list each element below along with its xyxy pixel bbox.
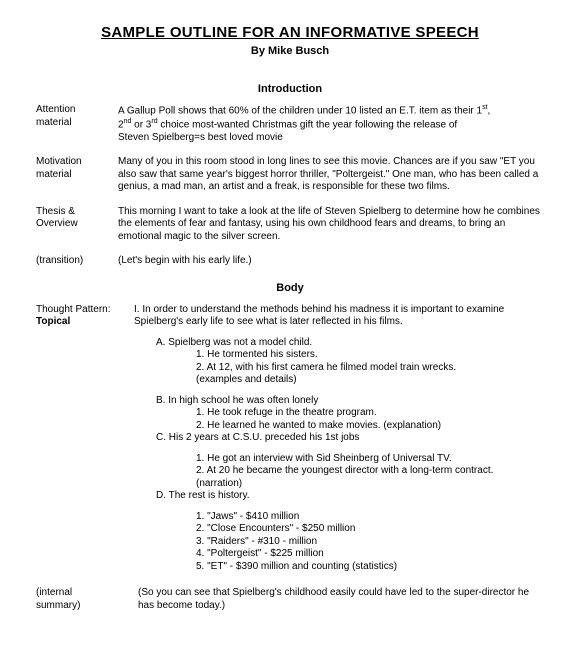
outline-c2: 2. At 20 he became the youngest director… [196,465,544,478]
attention-row: Attention material A Gallup Poll shows t… [36,104,544,144]
summary-text: (So you can see that Spielberg's childho… [118,587,544,612]
outline-b: B. In high school he was often lonely [156,395,544,408]
attention-text: A Gallup Poll shows that 60% of the chil… [118,104,544,144]
thesis-label-2: Overview [36,218,118,231]
motivation-label-2: material [36,169,118,182]
document-page: SAMPLE OUTLINE FOR AN INFORMATIVE SPEECH… [0,0,580,632]
outline-b2: 2. He learned he wanted to make movies. … [196,420,544,433]
outline-d5: 5. "ET" - $390 million and counting (sta… [196,561,544,574]
outline-d4: 4. "Poltergeist" - $225 million [196,548,544,561]
byline: By Mike Busch [36,45,544,59]
outline-b1: 1. He took refuge in the theatre program… [196,407,544,420]
summary-label-1: (internal [36,587,118,600]
transition-text: (Let's begin with his early life.) [118,255,544,268]
thesis-row: Thesis & Overview This morning I want to… [36,206,544,244]
summary-label-2: summary) [36,600,118,613]
thought-row: Thought Pattern: Topical I. In order to … [36,304,544,329]
body-heading: Body [36,282,544,296]
summary-row: (internal summary) (So you can see that … [36,587,544,612]
attention-label-1: Attention [36,104,118,117]
motivation-row: Motivation material Many of you in this … [36,156,544,194]
outline-d3: 3. "Raiders" - #310 - million [196,536,544,549]
transition-row: (transition) (Let's begin with his early… [36,255,544,268]
thought-label-2: Topical [36,316,134,329]
intro-heading: Introduction [36,83,544,97]
outline-c: C. His 2 years at C.S.U. preceded his 1s… [156,432,544,445]
thesis-label-1: Thesis & [36,206,118,219]
page-title: SAMPLE OUTLINE FOR AN INFORMATIVE SPEECH [36,24,544,43]
motivation-label-1: Motivation [36,156,118,169]
transition-label: (transition) [36,255,118,268]
outline-d2: 2. "Close Encounters" - $250 million [196,523,544,536]
thought-text: I. In order to understand the methods be… [134,304,544,329]
outline-a-ex: (examples and details) [196,374,544,387]
outline-a: A. Spielberg was not a model child. [156,337,544,350]
outline-d1: 1. "Jaws" - $410 million [196,511,544,524]
motivation-text: Many of you in this room stood in long l… [118,156,544,194]
outline-a1: 1. He tormented his sisters. [196,349,544,362]
outline-c-ex: (narration) [196,478,544,491]
thought-label-1: Thought Pattern: [36,304,134,317]
attention-label-2: material [36,117,118,130]
outline-d: D. The rest is history. [156,490,544,503]
thesis-text: This morning I want to take a look at th… [118,206,544,244]
outline-a2: 2. At 12, with his first camera he filme… [196,362,544,375]
outline-c1: 1. He got an interview with Sid Sheinber… [196,453,544,466]
